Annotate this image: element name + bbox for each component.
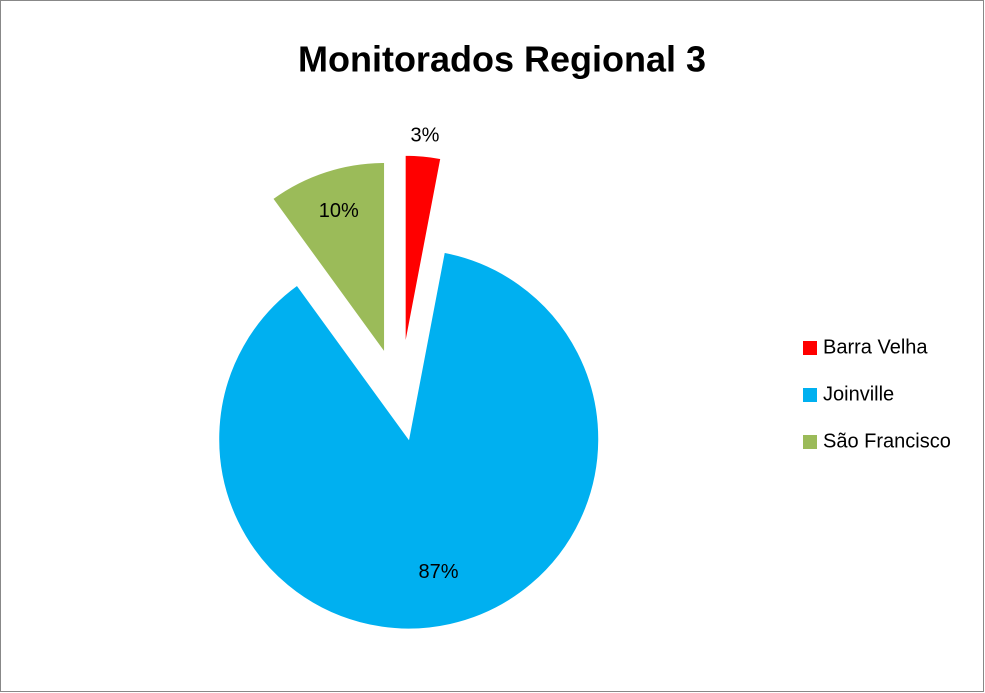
data-label: 87% xyxy=(419,561,459,583)
legend-label: Barra Velha xyxy=(823,336,928,358)
data-label: 3% xyxy=(410,124,439,146)
legend-label: Joinville xyxy=(823,383,894,405)
pie-slice xyxy=(218,251,600,630)
chart-title: Monitorados Regional 3 xyxy=(298,39,706,80)
pie-slice xyxy=(404,154,442,346)
legend-label: São Francisco xyxy=(823,430,951,452)
legend-swatch xyxy=(803,388,817,402)
legend-swatch xyxy=(803,435,817,449)
pie-slice xyxy=(272,161,386,354)
legend-swatch xyxy=(803,341,817,355)
data-label: 10% xyxy=(319,200,359,222)
